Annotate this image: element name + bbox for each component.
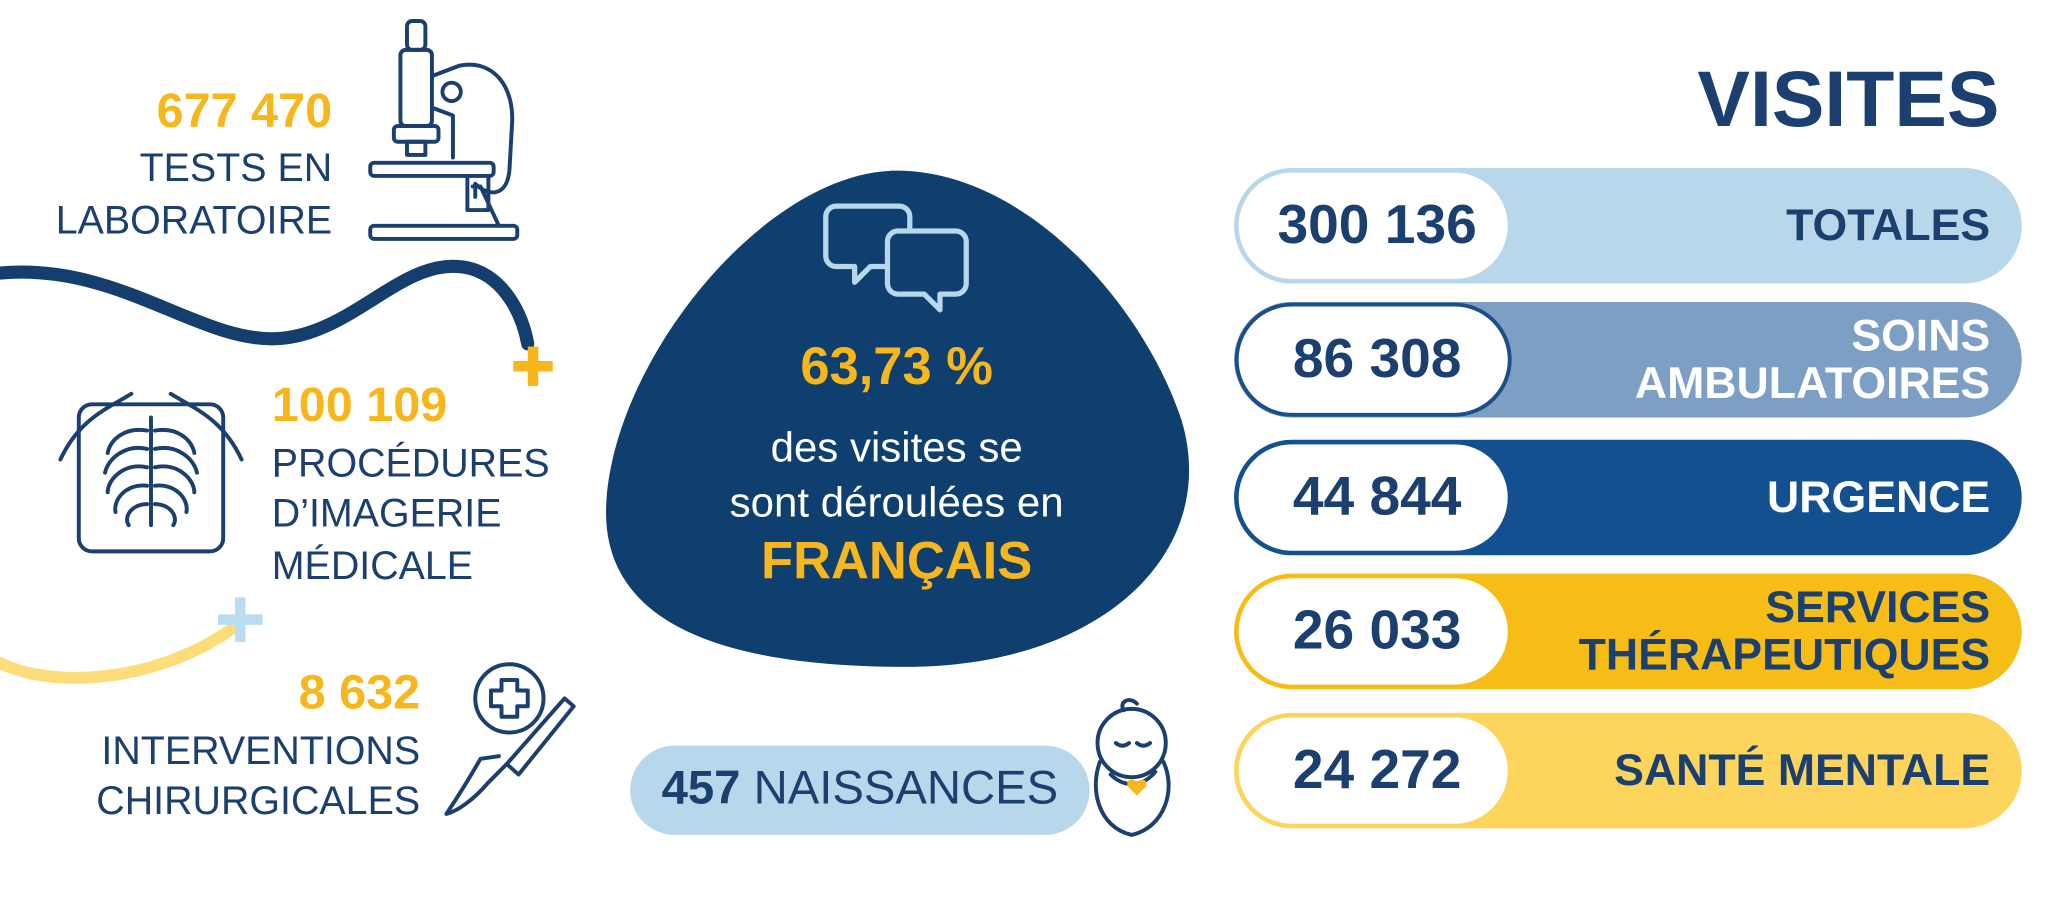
stat-label: LABORATOIRE xyxy=(56,199,332,243)
births-value: 457 xyxy=(662,762,741,815)
french-emphasis: FRANÇAIS xyxy=(761,531,1032,590)
stat-value: 677 470 xyxy=(157,84,333,138)
wave-light xyxy=(0,621,240,684)
visit-value: 24 272 xyxy=(1293,738,1462,800)
stat-label: TESTS EN xyxy=(140,146,333,190)
visit-label: SANTÉ MENTALE xyxy=(1614,745,1990,795)
stat-label: MÉDICALE xyxy=(272,544,473,588)
french-blob xyxy=(606,170,1190,667)
visit-value: 26 033 xyxy=(1293,599,1462,661)
surgery-icon xyxy=(444,662,576,816)
plus-light-blue xyxy=(217,597,263,642)
stat-label: D’IMAGERIE xyxy=(272,491,502,535)
visit-label: URGENCE xyxy=(1767,473,1990,522)
plus-yellow xyxy=(513,346,553,386)
visit-value-pill xyxy=(1234,713,1512,828)
visit-value-pill xyxy=(1234,574,1512,689)
stat-label: INTERVENTIONS xyxy=(101,729,420,773)
visit-label: THÉRAPEUTIQUES xyxy=(1579,630,1991,680)
baby-icon xyxy=(1093,698,1171,837)
baby-heart xyxy=(1127,779,1147,796)
stat-label: PROCÉDURES xyxy=(272,441,550,485)
french-percent: 63,73 % xyxy=(800,337,993,396)
births-label: NAISSANCES xyxy=(754,762,1059,815)
visit-value-pill xyxy=(1234,302,1512,417)
stat-value: 100 109 xyxy=(272,378,448,432)
french-text: sont déroulées en xyxy=(730,479,1064,526)
visit-label: TOTALES xyxy=(1786,201,1990,250)
visits-title: VISITES xyxy=(1697,55,1999,143)
french-text: des visites se xyxy=(771,423,1023,470)
chat-icon xyxy=(823,203,969,313)
visit-label: AMBULATOIRES xyxy=(1635,359,1990,408)
births-text: 457 NAISSANCES xyxy=(662,762,1059,815)
visit-value-pill xyxy=(1234,440,1512,555)
microscope-icon xyxy=(368,19,520,241)
visit-value: 300 136 xyxy=(1278,193,1477,255)
visit-label: SOINS xyxy=(1851,311,1990,360)
wave xyxy=(0,259,535,351)
xray-icon xyxy=(58,391,244,554)
visit-value-pill xyxy=(1234,168,1512,283)
visit-value: 44 844 xyxy=(1293,465,1462,527)
stat-label: CHIRURGICALES xyxy=(96,779,420,823)
visit-value: 86 308 xyxy=(1293,327,1462,389)
visit-label: SERVICES xyxy=(1765,583,1990,632)
births-pill xyxy=(630,745,1090,835)
stat-value: 8 632 xyxy=(299,666,421,720)
